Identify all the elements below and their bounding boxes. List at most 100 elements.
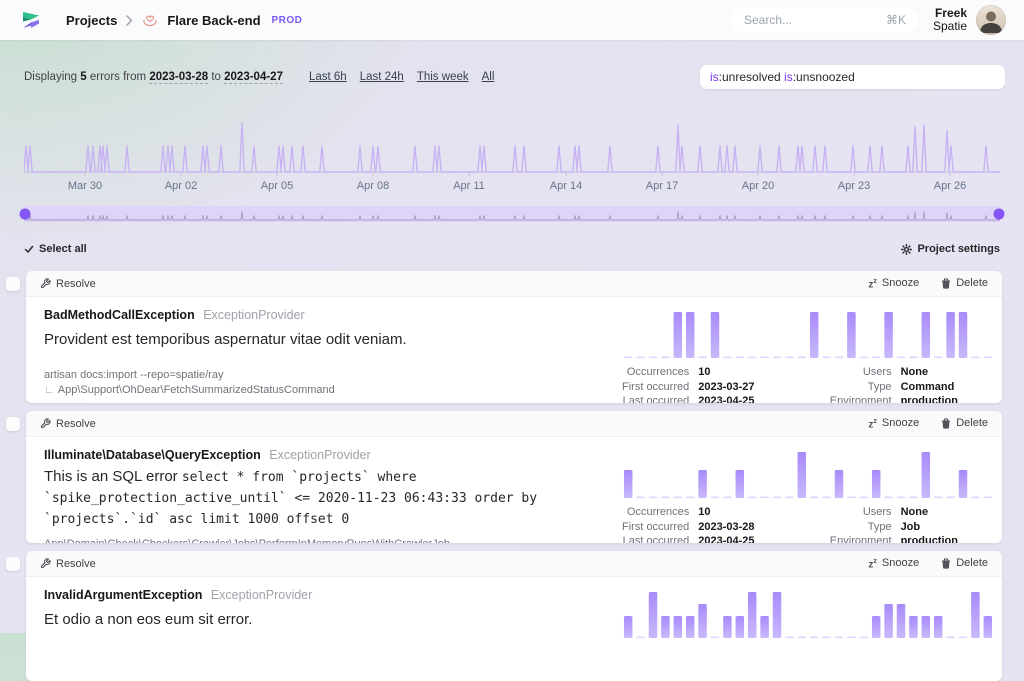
error-description: This is an SQL error select * from `proj…	[44, 468, 538, 528]
snooze-button[interactable]: zz Snooze	[868, 417, 920, 431]
error-provider: ExceptionProvider	[210, 588, 313, 602]
timeline-chart: Mar 30 Apr 02 Apr 05 Apr 08 Apr 11 Apr 14 Apr …	[24, 121, 1000, 192]
select-all-button[interactable]: Select all	[24, 243, 87, 255]
card-header: Resolve zz Snooze Delete	[26, 271, 1002, 297]
error-provider: ExceptionProvider	[269, 448, 371, 462]
resolve-button[interactable]: Resolve	[40, 418, 96, 430]
card-header: Resolve zz Snooze Delete	[26, 411, 1002, 437]
error-card: Resolve zz Snooze Delete	[26, 271, 1002, 403]
snooze-button[interactable]: zz Snooze	[868, 557, 920, 571]
snooze-button[interactable]: zz Snooze	[868, 277, 920, 291]
stat-first-occurred: 2023-03-27	[698, 380, 755, 393]
delete-button[interactable]: Delete	[941, 557, 988, 570]
check-icon	[24, 244, 34, 254]
snooze-icon: zz	[868, 277, 877, 291]
breadcrumb: Projects Flare Back-end PROD	[66, 12, 302, 28]
resolve-button[interactable]: Resolve	[40, 278, 96, 290]
error-title[interactable]: Illuminate\Database\QueryException	[44, 448, 261, 462]
stat-environment: production	[900, 395, 958, 403]
axis-label: Apr 17	[646, 180, 678, 192]
error-row: Resolve zz Snooze Delete	[6, 551, 1002, 681]
stat-occurrences: 10	[698, 366, 711, 378]
stat-environment: production	[900, 535, 958, 543]
error-card: Resolve zz Snooze Delete	[26, 551, 1002, 681]
list-toolbar: Select all Project settings	[24, 241, 1000, 257]
card-header: Resolve zz Snooze Delete	[26, 551, 1002, 577]
user-menu[interactable]: Freek Spatie	[933, 5, 1006, 35]
error-row: Resolve zz Snooze Delete	[6, 271, 1002, 403]
date-from[interactable]: 2023-03-28	[149, 71, 209, 84]
date-to[interactable]: 2023-04-27	[224, 71, 283, 84]
errors-summary: Displaying 5 errors from 2023-03-28 to 2…	[24, 71, 283, 84]
range-last-24h[interactable]: Last 24h	[359, 71, 404, 83]
error-description: Provident est temporibus aspernatur vita…	[44, 331, 407, 348]
range-all[interactable]: All	[481, 71, 495, 83]
occurrences-chart	[623, 592, 993, 639]
error-row: Resolve zz Snooze Delete	[6, 411, 1002, 543]
user-name: Freek Spatie	[932, 6, 967, 33]
search-shortcut: ⌘K	[885, 13, 906, 27]
axis-label: Apr 05	[261, 180, 293, 192]
slider-handle-left[interactable]	[19, 208, 31, 220]
breadcrumb-projects[interactable]: Projects	[66, 12, 118, 28]
axis-label: Mar 30	[68, 180, 102, 192]
occurrences-chart	[623, 452, 993, 499]
project-name[interactable]: Flare Back-end	[167, 12, 261, 28]
global-search[interactable]: ⌘K	[731, 7, 918, 33]
chevron-right-icon	[126, 14, 133, 26]
card-checkbox[interactable]	[6, 557, 20, 571]
trash-icon	[941, 418, 951, 429]
error-context: App\Domain\Check\Checkers\Crawler\Jobs\P…	[44, 537, 614, 543]
error-card: Resolve zz Snooze Delete	[26, 411, 1002, 543]
stat-type: Job	[900, 520, 921, 533]
card-checkbox[interactable]	[6, 417, 20, 431]
delete-button[interactable]: Delete	[941, 417, 988, 430]
card-stats: Occurrences 10 First occurred 2023-03-27 L…	[622, 365, 994, 403]
trash-icon	[941, 278, 951, 289]
error-description: Et odio a non eos eum sit error.	[44, 611, 253, 628]
error-title[interactable]: BadMethodCallException	[44, 308, 195, 322]
project-settings-button[interactable]: Project settings	[901, 243, 1000, 255]
card-checkbox[interactable]	[6, 277, 20, 291]
card-body: Illuminate\Database\QueryException Excep…	[26, 437, 1002, 543]
wrench-icon	[40, 278, 51, 289]
error-provider: ExceptionProvider	[203, 308, 305, 322]
delete-button[interactable]: Delete	[941, 277, 988, 290]
range-slider[interactable]	[19, 206, 1005, 222]
error-count: 5	[80, 71, 87, 83]
axis-label: Apr 23	[838, 180, 870, 192]
axis-label: Apr 11	[453, 180, 485, 192]
stat-users: None	[900, 366, 929, 378]
filter-row: Displaying 5 errors from 2023-03-28 to 2…	[24, 64, 1005, 90]
top-nav: Projects Flare Back-end PROD ⌘K FreekSpa…	[0, 0, 1024, 40]
error-context: artisan docs:import --repo=spatie/ray ∟ A…	[44, 369, 335, 397]
project-heart-hands-icon	[142, 12, 158, 28]
range-last-6h[interactable]: Last 6h	[308, 71, 347, 83]
resolve-button[interactable]: Resolve	[40, 558, 96, 570]
axis-label: Apr 26	[934, 180, 966, 192]
env-badge: PROD	[271, 14, 303, 26]
axis-label: Apr 08	[357, 180, 389, 192]
stat-type: Command	[900, 380, 955, 393]
stat-users: None	[900, 506, 929, 518]
card-body: InvalidArgumentException ExceptionProvid…	[26, 577, 1002, 650]
range-this-week[interactable]: This week	[416, 71, 469, 83]
stat-occurrences: 10	[698, 506, 711, 518]
quick-ranges: Last 6h Last 24h This week All	[309, 71, 494, 83]
stat-first-occurred: 2023-03-28	[698, 520, 755, 533]
slider-handle-right[interactable]	[993, 208, 1005, 220]
filter-query-input[interactable]: is:unresolved is:unsnoozed	[700, 65, 1005, 89]
stat-last-occurred: 2023-04-25	[698, 395, 755, 403]
error-title[interactable]: InvalidArgumentException	[44, 588, 203, 602]
search-input[interactable]	[743, 13, 886, 27]
axis-label: Apr 20	[742, 180, 774, 192]
flare-logo-icon[interactable]	[20, 9, 42, 31]
avatar[interactable]	[976, 5, 1006, 35]
card-body: BadMethodCallException ExceptionProvider…	[26, 297, 1002, 403]
wrench-icon	[40, 418, 51, 429]
trash-icon	[941, 558, 951, 569]
snooze-icon: zz	[868, 557, 877, 571]
gear-icon	[901, 243, 913, 255]
stat-last-occurred: 2023-04-25	[698, 535, 755, 543]
occurrences-chart	[623, 312, 993, 359]
